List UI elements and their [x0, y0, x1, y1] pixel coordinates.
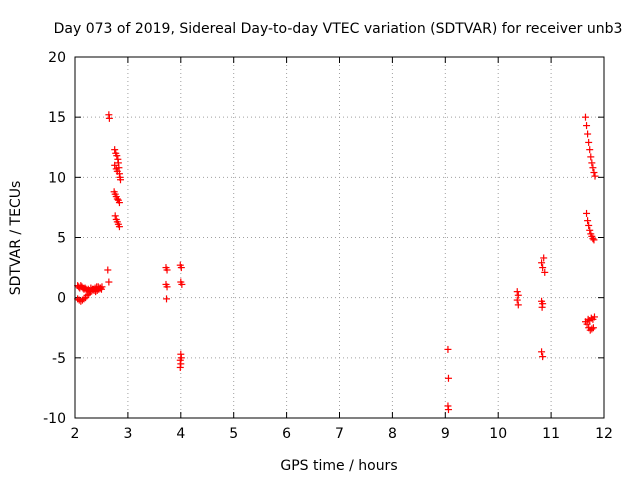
- data-point: [105, 278, 113, 286]
- data-point: [589, 164, 597, 172]
- data-point: [444, 374, 452, 382]
- data-point: [163, 266, 171, 274]
- data-point: [83, 291, 91, 299]
- data-point: [176, 363, 184, 371]
- y-tick-label: 10: [48, 170, 66, 186]
- x-tick-label: 10: [489, 426, 507, 442]
- data-point: [589, 324, 597, 332]
- data-point: [513, 288, 521, 296]
- data-point: [590, 236, 598, 244]
- x-tick-label: 7: [335, 426, 344, 442]
- data-point: [163, 283, 171, 291]
- data-point: [116, 176, 124, 184]
- data-point: [444, 406, 452, 414]
- x-tick-label: 4: [176, 426, 185, 442]
- data-point: [586, 146, 594, 154]
- y-tick-label: 20: [48, 50, 66, 66]
- x-tick-label: 6: [282, 426, 291, 442]
- data-point: [111, 212, 119, 220]
- y-tick-label: 5: [57, 231, 66, 247]
- x-tick-label: 12: [595, 426, 613, 442]
- data-point: [581, 113, 589, 121]
- data-point: [588, 325, 596, 333]
- y-axis-label: SDTVAR / TECUs: [8, 181, 24, 296]
- data-point: [514, 291, 522, 299]
- y-tick-label: 15: [48, 110, 66, 126]
- data-point: [115, 199, 123, 207]
- data-point: [538, 348, 546, 356]
- x-axis-label: GPS time / hours: [280, 458, 397, 474]
- data-point: [590, 313, 598, 321]
- data-point: [538, 259, 546, 267]
- y-tick-label: 0: [57, 291, 66, 307]
- data-point: [113, 152, 121, 160]
- data-point: [587, 153, 595, 161]
- chart-title: Day 073 of 2019, Sidereal Day-to-day VTE…: [54, 21, 623, 37]
- data-point: [590, 169, 598, 177]
- data-point: [104, 266, 112, 274]
- x-tick-label: 8: [388, 426, 397, 442]
- x-tick-label: 11: [542, 426, 560, 442]
- data-point: [584, 130, 592, 138]
- data-point: [513, 296, 521, 304]
- data-point: [105, 114, 113, 122]
- data-point: [539, 264, 547, 272]
- data-point: [588, 159, 596, 167]
- x-tick-label: 5: [229, 426, 238, 442]
- data-point: [115, 223, 123, 231]
- data-point: [585, 221, 593, 229]
- data-point: [80, 295, 88, 303]
- x-tick-label: 2: [71, 426, 80, 442]
- data-point: [178, 280, 186, 288]
- grid: [75, 57, 604, 418]
- data-point: [583, 122, 591, 130]
- data-point: [163, 295, 171, 303]
- data-point: [98, 283, 106, 291]
- data-point: [587, 314, 595, 322]
- data-point: [539, 353, 547, 361]
- data-point: [111, 146, 119, 154]
- data-point: [113, 167, 121, 175]
- data-point: [540, 254, 548, 262]
- x-tick-label: 3: [123, 426, 132, 442]
- axis-ticks: 2 3 4 5 6 7 8 9 10 11 12 -10 -5 0 5 10 15 20: [43, 50, 613, 442]
- y-tick-label: -10: [43, 411, 66, 427]
- plot-border: [74, 56, 605, 419]
- data-point: [177, 264, 185, 272]
- data-point: [541, 268, 549, 276]
- data-point: [589, 235, 597, 243]
- data-point: [444, 345, 452, 353]
- data-point: [538, 303, 546, 311]
- data-point: [514, 301, 522, 309]
- y-tick-label: -5: [52, 351, 66, 367]
- data-point: [586, 226, 594, 234]
- data-points: [74, 111, 599, 414]
- data-point: [96, 284, 104, 292]
- data-point: [111, 161, 119, 169]
- data-point: [585, 138, 593, 146]
- data-point: [591, 172, 599, 180]
- data-point: [113, 195, 121, 203]
- data-point: [583, 209, 591, 217]
- data-point: [583, 320, 591, 328]
- x-tick-label: 9: [441, 426, 450, 442]
- data-point: [584, 217, 592, 225]
